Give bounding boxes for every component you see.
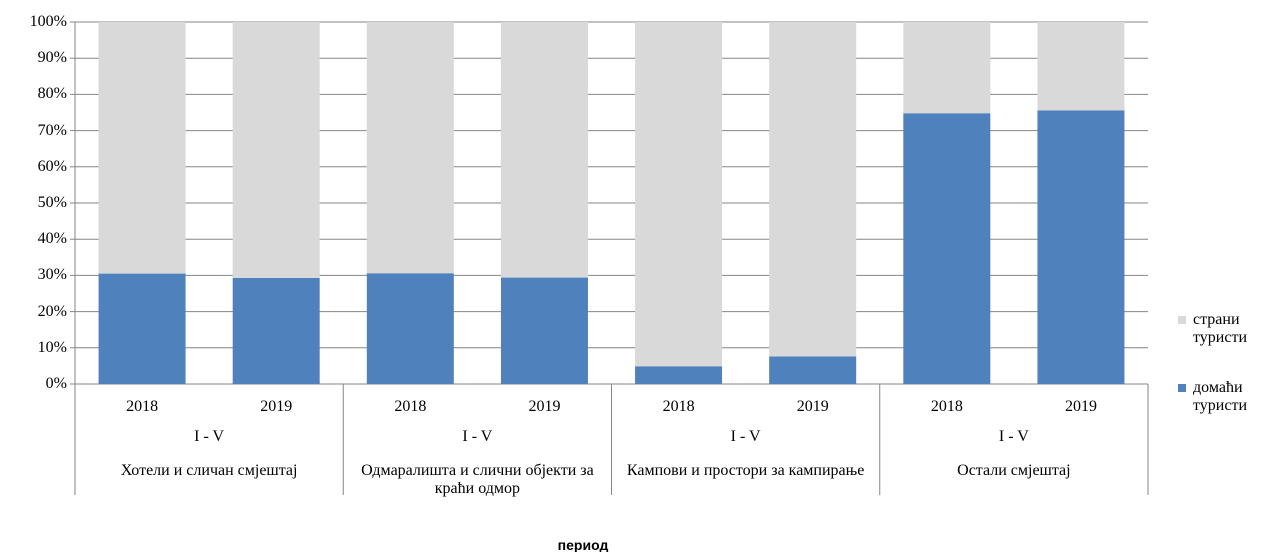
y-tick-label: 0% bbox=[45, 375, 67, 392]
group-label: Кампови и простори за кампирање bbox=[626, 462, 865, 479]
bar bbox=[769, 356, 857, 384]
y-tick-label: 70% bbox=[37, 121, 67, 139]
bar bbox=[366, 273, 454, 384]
x-tick-label: 2019 bbox=[528, 398, 561, 415]
y-tick-label: 60% bbox=[37, 157, 67, 175]
bar bbox=[1037, 22, 1125, 111]
x-tick-label: 2018 bbox=[394, 398, 427, 415]
y-tick-label: 40% bbox=[37, 230, 67, 248]
legend-label: домаћи туристи bbox=[1193, 379, 1247, 414]
group-label: Одмаралишта и слични објекти за краћи од… bbox=[361, 462, 594, 497]
group-label: Хотели и сличан смјештај bbox=[120, 462, 298, 479]
bar bbox=[635, 22, 723, 367]
bar bbox=[232, 22, 320, 278]
group-label: Остали смјештај bbox=[957, 462, 1071, 479]
x-tick-label: 2019 bbox=[796, 398, 829, 415]
bar bbox=[500, 277, 588, 384]
y-tick-label: 10% bbox=[37, 338, 67, 356]
bar bbox=[635, 366, 723, 384]
x-tick-label: 2018 bbox=[930, 398, 963, 415]
period-label: I - V bbox=[998, 428, 1029, 445]
bar bbox=[232, 277, 320, 384]
bar bbox=[903, 113, 991, 384]
bar bbox=[98, 22, 186, 274]
bar bbox=[903, 22, 991, 114]
y-tick-label: 80% bbox=[37, 85, 67, 103]
legend-label: страни туристи bbox=[1193, 311, 1247, 346]
y-tick-label: 100% bbox=[29, 13, 67, 30]
period-label: I - V bbox=[462, 428, 493, 445]
x-tick-label: 2018 bbox=[126, 398, 159, 415]
y-tick-label: 50% bbox=[37, 194, 67, 211]
bar bbox=[769, 22, 857, 357]
legend-swatch bbox=[1178, 384, 1186, 392]
x-tick-label: 2019 bbox=[260, 398, 293, 415]
period-label: I - V bbox=[194, 428, 225, 445]
x-tick-label: 2019 bbox=[1064, 398, 1097, 415]
legend-swatch bbox=[1178, 316, 1186, 324]
y-tick-label: 20% bbox=[37, 302, 67, 320]
period-label: I - V bbox=[730, 428, 761, 445]
bar bbox=[500, 22, 588, 278]
bar bbox=[1037, 110, 1125, 384]
y-tick-label: 30% bbox=[37, 266, 67, 284]
x-axis-title: период bbox=[557, 537, 609, 552]
x-tick-label: 2018 bbox=[662, 398, 695, 415]
bar bbox=[98, 273, 186, 384]
y-tick-label: 90% bbox=[37, 49, 67, 67]
bar bbox=[366, 22, 454, 274]
